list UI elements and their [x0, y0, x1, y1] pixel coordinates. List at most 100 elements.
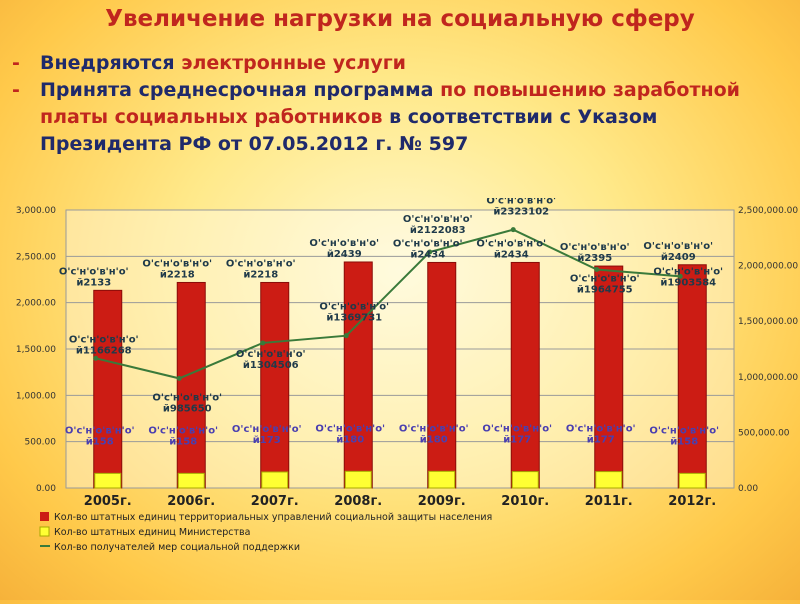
line-point — [93, 355, 99, 361]
bar-ministry — [511, 471, 539, 489]
staff-data-label-prefix: O'с'н'о'в'н'о' — [142, 258, 212, 269]
bar-staff — [677, 264, 707, 489]
bullet-highlight: электронные услуги — [181, 52, 406, 74]
x-tick-label: 2008г. — [334, 494, 382, 509]
staff-data-label-prefix: O'с'н'о'в'н'о' — [309, 238, 379, 249]
recipients-data-label: й985650 — [163, 403, 212, 414]
y-left-tick-label: 0.00 — [36, 484, 56, 494]
bullet-text: Принята среднесрочная программа — [40, 79, 441, 101]
bullet-list: - Внедряются электронные услуги - Принята … — [10, 50, 790, 158]
ministry-data-label: й173 — [253, 435, 281, 446]
staff-data-label: й2218 — [160, 269, 195, 280]
x-tick-label: 2006г. — [167, 494, 215, 509]
staff-data-label: й2434 — [494, 249, 529, 260]
staff-data-label: й2133 — [76, 277, 111, 288]
recipients-data-label: й1903584 — [660, 277, 716, 288]
y-left-tick-label: 3,000.00 — [16, 206, 56, 216]
y-left-tick-label: 2,000.00 — [16, 299, 56, 309]
staff-data-label-prefix: O'с'н'о'в'н'о' — [59, 266, 129, 277]
staff-data-label-prefix: O'с'н'о'в'н'о' — [226, 258, 296, 269]
line-point — [677, 273, 683, 279]
legend-label: Кол-во штатных единиц территориальных уп… — [54, 512, 492, 523]
staff-data-label: й2434 — [410, 249, 445, 260]
y-left-tick-label: 1,500.00 — [16, 345, 56, 355]
staff-data-label: й2409 — [661, 252, 696, 263]
x-tick-label: 2009г. — [418, 494, 466, 509]
bar-staff — [594, 265, 624, 489]
legend-swatch-ministry — [39, 526, 50, 537]
bar-staff — [260, 281, 290, 489]
ministry-data-label-prefix: O'с'н'о'в'н'о' — [399, 423, 469, 434]
line-point — [510, 227, 516, 233]
bar-staff — [93, 289, 123, 489]
x-tick-label: 2007г. — [251, 494, 299, 509]
ministry-data-label-prefix: O'с'н'о'в'н'о' — [649, 425, 719, 436]
x-tick-label: 2011г. — [585, 494, 633, 509]
legend-swatch-staff — [40, 512, 49, 521]
ministry-data-label: й158 — [169, 436, 197, 447]
ministry-data-label: й177 — [503, 435, 531, 446]
ministry-data-label-prefix: O'с'н'о'в'н'о' — [232, 424, 302, 435]
ministry-data-label-prefix: O'с'н'о'в'н'о' — [566, 424, 636, 435]
bar-staff — [510, 261, 540, 489]
staff-data-label-prefix: O'с'н'о'в'н'о' — [560, 242, 630, 253]
y-left-tick-label: 1,000.00 — [16, 391, 56, 401]
bullet-text: Внедряются — [40, 52, 182, 74]
legend-label: Кол-во получателей мер социальной поддер… — [54, 542, 300, 553]
bullet-dash: - — [12, 52, 20, 74]
bar-ministry — [94, 472, 122, 489]
line-point — [594, 267, 600, 273]
y-right-tick-label: 500,000.00 — [738, 428, 790, 438]
bullet-item: - Внедряются электронные услуги — [10, 50, 790, 77]
line-point — [260, 340, 266, 346]
x-tick-label: 2012г. — [668, 494, 716, 509]
bar-staff — [176, 281, 206, 489]
recipients-data-label-prefix: O'с'н'о'в'н'о' — [403, 214, 473, 225]
legend-label: Кол-во штатных единиц Министерства — [54, 527, 250, 538]
bullet-highlight: по повышению заработной платы социальных… — [40, 79, 740, 128]
ministry-data-label-prefix: O'с'н'о'в'н'о' — [148, 425, 218, 436]
chart: 0.00 500.00 1,000.00 1,500.00 2,000.00 2,500.… — [0, 196, 800, 600]
ministry-data-label-prefix: O'с'н'о'в'н'о' — [65, 425, 135, 436]
bullet-text: в соответствии с Указом Президента РФ от… — [40, 106, 658, 155]
bar-ministry — [678, 472, 706, 489]
line-recipients — [95, 228, 681, 380]
recipients-data-label: й1964755 — [577, 285, 633, 296]
recipients-data-label-prefix: O'с'н'о'в'н'о' — [486, 198, 556, 207]
x-tick-label: 2005г. — [84, 494, 132, 509]
chart-svg: 0.00 500.00 1,000.00 1,500.00 2,000.00 2,500.… — [16, 196, 798, 553]
bar-ministry — [595, 471, 623, 489]
staff-data-label-prefix: O'с'н'о'в'н'о' — [393, 238, 463, 249]
staff-data-label-prefix: O'с'н'о'в'н'о' — [476, 238, 546, 249]
recipients-data-label-prefix: O'с'н'о'в'н'о' — [653, 266, 723, 277]
bar-staff — [427, 261, 457, 489]
line-point — [176, 375, 182, 381]
staff-data-label: й2218 — [243, 269, 278, 280]
recipients-data-label: й1304506 — [243, 360, 299, 371]
line-point — [427, 249, 433, 255]
recipients-data-label: й2323102 — [493, 207, 549, 218]
y-right-tick-label: 0.00 — [738, 484, 758, 494]
ministry-data-label: й158 — [670, 436, 698, 447]
staff-data-label-prefix: O'с'н'о'в'н'о' — [643, 241, 713, 252]
y-left-tick-label: 2,500.00 — [16, 252, 56, 262]
y-right-tick-label: 2,000,000.00 — [738, 262, 798, 272]
y-left-tick-label: 500.00 — [25, 438, 57, 448]
bullet-dash: - — [12, 79, 20, 101]
x-tick-label: 2010г. — [501, 494, 549, 509]
ministry-data-label: й180 — [420, 434, 448, 445]
recipients-data-label-prefix: O'с'н'о'в'н'о' — [69, 334, 139, 345]
recipients-data-label: й1166268 — [76, 345, 132, 356]
y-right-tick-label: 1,500,000.00 — [738, 317, 798, 327]
ministry-data-label: й158 — [86, 436, 114, 447]
staff-data-label: й2395 — [577, 253, 612, 264]
recipients-data-label: й2122083 — [410, 225, 466, 236]
recipients-data-label-prefix: O'с'н'о'в'н'о' — [570, 274, 640, 285]
bar-ministry — [177, 472, 205, 489]
y-right-tick-label: 1,000,000.00 — [738, 373, 798, 383]
bar-ministry — [344, 470, 372, 489]
ministry-data-label-prefix: O'с'н'о'в'н'о' — [482, 424, 552, 435]
bar-ministry — [428, 470, 456, 489]
slide-title: Увеличение нагрузки на социальную сферу — [105, 6, 695, 32]
recipients-data-label-prefix: O'с'н'о'в'н'о' — [319, 302, 389, 313]
